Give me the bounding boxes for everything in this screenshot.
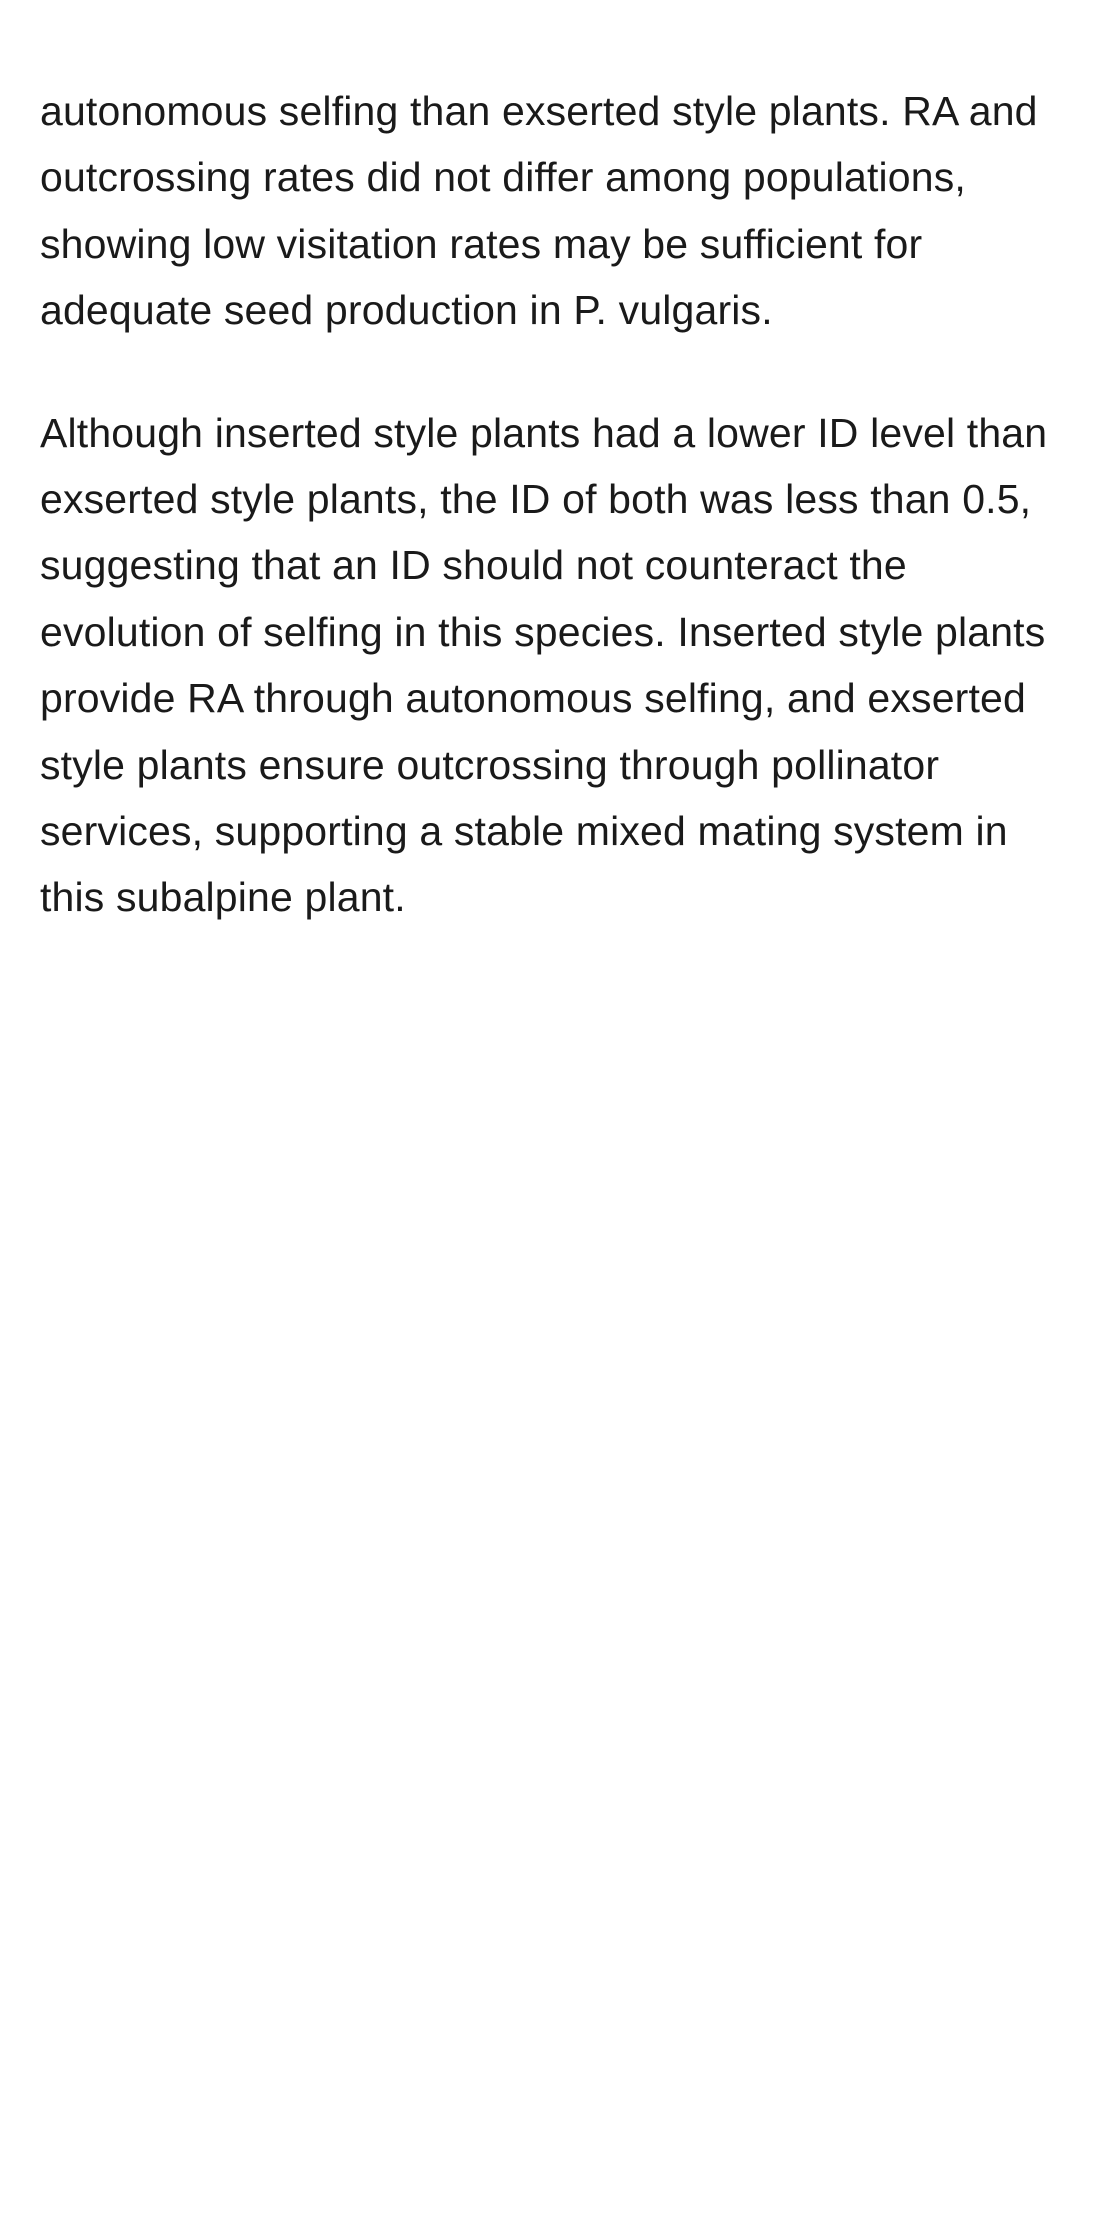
body-paragraph: autonomous selfing than exserted style p… xyxy=(40,78,1077,344)
body-paragraph: Although inserted style plants had a low… xyxy=(40,400,1077,931)
